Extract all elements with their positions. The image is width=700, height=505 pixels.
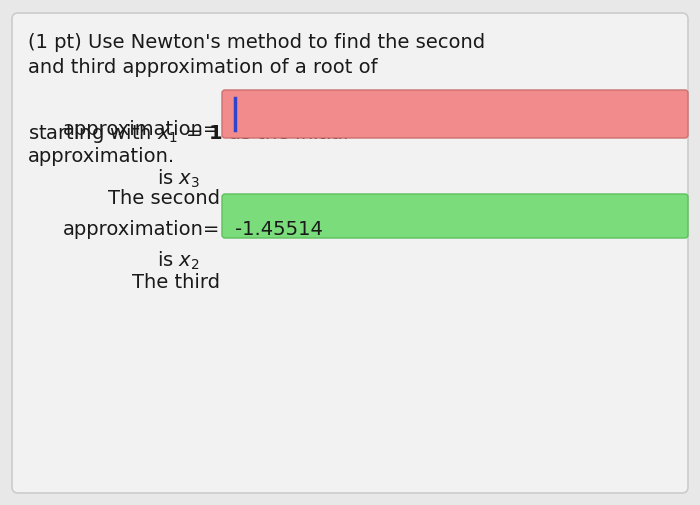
FancyBboxPatch shape: [222, 194, 688, 238]
Text: starting with $x_1\,=\,\mathbf{1}$ as the initial: starting with $x_1\,=\,\mathbf{1}$ as th…: [28, 122, 349, 145]
Text: approximation=: approximation=: [62, 220, 220, 239]
Text: (1 pt) Use Newton's method to find the second: (1 pt) Use Newton's method to find the s…: [28, 33, 485, 52]
Text: and third approximation of a root of: and third approximation of a root of: [28, 58, 377, 77]
Text: approximation=: approximation=: [62, 120, 220, 139]
FancyBboxPatch shape: [222, 90, 688, 138]
Text: approximation.: approximation.: [28, 147, 175, 166]
Text: is $x_2$: is $x_2$: [158, 250, 200, 272]
Text: The second: The second: [108, 189, 220, 208]
Text: is $x_3$: is $x_3$: [157, 168, 200, 190]
Text: $3\,\sin(x) = x$: $3\,\sin(x) = x$: [266, 89, 434, 120]
Text: -1.45514: -1.45514: [235, 220, 323, 239]
Text: The third: The third: [132, 273, 220, 292]
FancyBboxPatch shape: [12, 13, 688, 493]
